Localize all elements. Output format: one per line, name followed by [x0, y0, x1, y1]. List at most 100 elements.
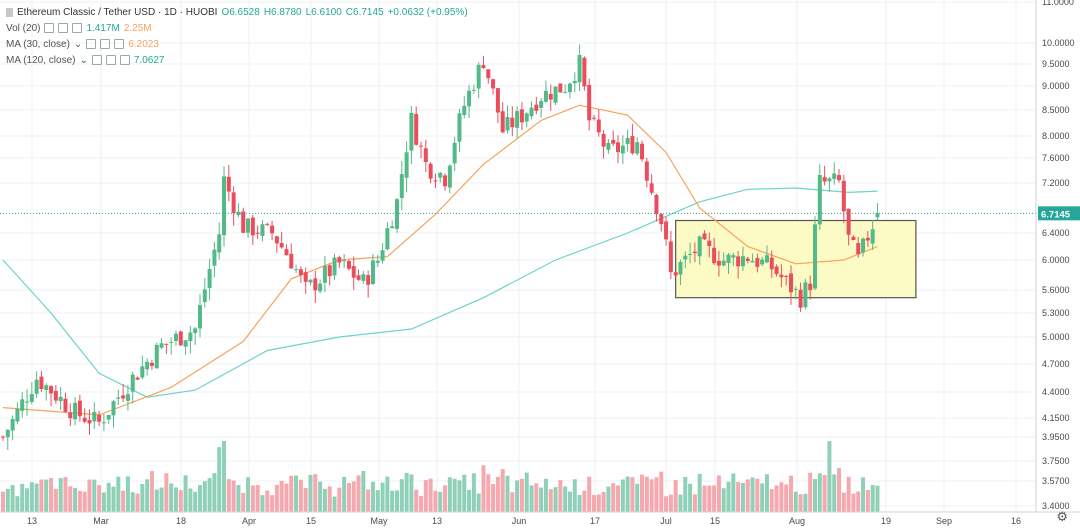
eye-icon[interactable] — [86, 39, 97, 49]
candle-body — [125, 394, 130, 401]
symbol-icon — [6, 7, 13, 17]
candle — [856, 237, 861, 258]
ma30-row[interactable]: MA (30, close) ⌄ 6.2023 — [6, 36, 472, 52]
volume-bar — [553, 487, 558, 512]
candle-body — [827, 178, 832, 182]
candle-body — [313, 278, 318, 291]
candle-body — [577, 55, 582, 83]
volume-bar — [865, 490, 870, 512]
candle-body — [366, 275, 371, 285]
ma120-label: MA (120, close) — [6, 54, 76, 66]
volume-bar — [318, 481, 323, 512]
candle-body — [356, 275, 361, 280]
volume-bar — [736, 482, 741, 512]
price-tick-label: 3.9500 — [1042, 432, 1070, 442]
candlesticks — [1, 44, 880, 450]
volume-bar — [817, 473, 822, 512]
ohlc-change: +0.0632 (+0.95%) — [387, 6, 468, 18]
candle — [683, 251, 688, 269]
candle-body — [534, 104, 539, 111]
symbol-row[interactable]: Ethereum Classic / Tether USD · 1D · HUO… — [6, 4, 472, 20]
candle — [375, 254, 380, 268]
eye-icon[interactable] — [44, 23, 55, 33]
volume-bar — [313, 474, 318, 512]
eye-icon[interactable] — [91, 55, 102, 65]
candle-body — [443, 175, 448, 187]
volume-bar — [567, 491, 572, 512]
candle-body — [644, 161, 649, 181]
candle-body — [510, 117, 515, 128]
candle — [222, 166, 227, 247]
candle — [140, 355, 145, 380]
volume-bar — [678, 494, 683, 512]
time-tick-label: 15 — [306, 516, 316, 526]
candle-body — [399, 174, 404, 198]
candle-body — [683, 255, 688, 260]
ma120-row[interactable]: MA (120, close) ⌄ 7.0627 — [6, 52, 472, 68]
candle — [394, 198, 399, 233]
candle-body — [154, 344, 159, 369]
candle — [361, 271, 366, 284]
settings-icon[interactable] — [100, 39, 111, 49]
volume-bar — [798, 494, 803, 512]
candle-body — [803, 282, 808, 308]
candle-body — [495, 88, 500, 113]
candle — [563, 84, 568, 94]
candle-body — [524, 113, 529, 122]
volume-bar — [25, 488, 30, 512]
volume-bar — [159, 487, 164, 512]
candle — [44, 383, 49, 401]
price-tick-label: 7.6000 — [1042, 153, 1070, 163]
settings-icon[interactable] — [58, 23, 69, 33]
close-icon[interactable] — [114, 39, 125, 49]
candle — [39, 371, 44, 392]
time-tick-label: Aug — [789, 516, 805, 526]
candle — [505, 105, 510, 134]
candle-body — [390, 226, 395, 229]
candle-body — [457, 113, 462, 142]
candle-body — [111, 401, 116, 416]
candle-body — [270, 225, 275, 234]
candle-body — [188, 332, 193, 342]
time-tick-label: Jun — [512, 516, 527, 526]
volume-bar — [654, 477, 659, 512]
candle-body — [779, 274, 784, 278]
price-tick-label: 5.6000 — [1042, 285, 1070, 295]
volume-bar — [519, 478, 524, 512]
volume-bar — [841, 492, 846, 512]
close-icon[interactable] — [72, 23, 83, 33]
volume-bar — [861, 477, 866, 512]
vol-row[interactable]: Vol (20) 1.417M 2.25M — [6, 20, 472, 36]
candle — [697, 235, 702, 265]
candle-body — [481, 65, 486, 68]
candle-body — [419, 145, 424, 147]
candle-body — [116, 397, 121, 399]
candle-body — [731, 255, 736, 258]
volume-bar — [231, 480, 236, 512]
candle-body — [543, 90, 548, 102]
volume-bar — [154, 489, 159, 512]
volume-bar — [716, 475, 721, 512]
volume-bar — [173, 487, 178, 512]
settings-icon[interactable] — [105, 55, 116, 65]
chevron-down-icon[interactable]: ⌄ — [79, 54, 88, 66]
volume-bar — [548, 489, 553, 512]
gear-icon[interactable]: ⚙ — [1056, 509, 1068, 524]
volume-bar — [851, 493, 856, 512]
chevron-down-icon[interactable]: ⌄ — [73, 38, 83, 50]
candle-body — [351, 266, 356, 278]
candle — [596, 109, 601, 137]
candle — [404, 141, 409, 193]
close-icon[interactable] — [119, 55, 130, 65]
volume-bar — [303, 487, 308, 512]
candle-body — [769, 257, 774, 270]
price-tick-label: 6.4000 — [1042, 228, 1070, 238]
candle — [553, 86, 558, 106]
candle — [265, 222, 270, 227]
candle-body — [625, 137, 630, 145]
volume-bar — [164, 473, 169, 512]
candle-body — [596, 119, 601, 133]
volume-bar — [534, 483, 539, 512]
volume-bar — [125, 476, 130, 512]
